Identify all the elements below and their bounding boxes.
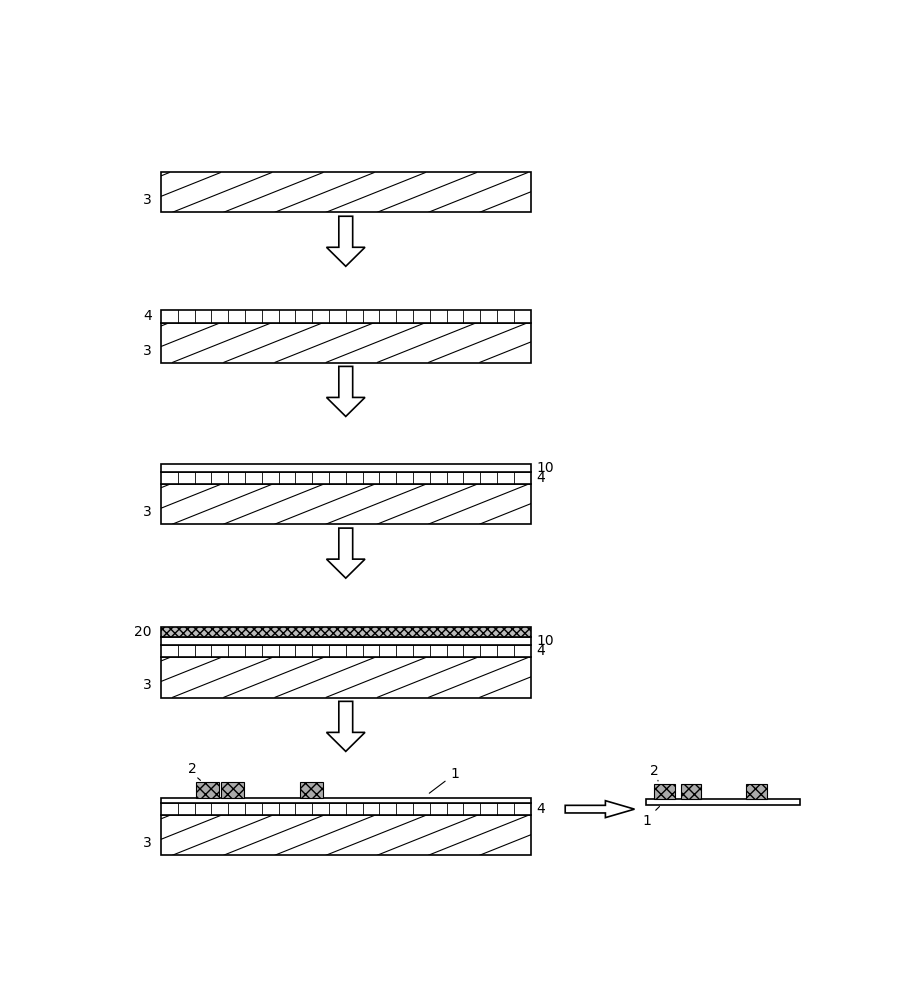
Polygon shape xyxy=(327,701,365,751)
Polygon shape xyxy=(327,528,365,578)
Bar xyxy=(161,798,530,803)
Text: 4: 4 xyxy=(143,309,152,323)
Bar xyxy=(161,803,530,815)
Text: 3: 3 xyxy=(143,505,152,519)
Bar xyxy=(195,782,219,798)
Text: 3: 3 xyxy=(143,678,152,692)
Text: 4: 4 xyxy=(536,802,544,816)
Text: 20: 20 xyxy=(134,625,152,639)
Text: 10: 10 xyxy=(536,461,554,475)
Bar xyxy=(161,815,530,855)
Bar xyxy=(221,782,244,798)
Bar xyxy=(646,799,800,805)
Bar xyxy=(653,784,674,799)
Text: 1: 1 xyxy=(429,767,459,793)
Bar xyxy=(161,627,530,637)
Text: 10: 10 xyxy=(536,634,554,648)
Bar xyxy=(161,310,530,323)
Bar xyxy=(161,172,530,212)
Text: 3: 3 xyxy=(143,836,152,850)
Bar xyxy=(300,782,322,798)
Bar xyxy=(746,784,767,799)
Text: 2: 2 xyxy=(650,764,659,778)
Bar xyxy=(680,784,701,799)
Polygon shape xyxy=(327,366,365,416)
Polygon shape xyxy=(565,801,634,818)
Text: 3: 3 xyxy=(143,193,152,207)
Bar xyxy=(161,464,530,472)
Text: 4: 4 xyxy=(536,471,544,485)
Text: 4: 4 xyxy=(536,644,544,658)
Text: 1: 1 xyxy=(643,814,651,828)
Text: 2: 2 xyxy=(188,762,196,776)
Bar xyxy=(161,323,530,363)
Text: 3: 3 xyxy=(143,344,152,358)
Bar xyxy=(161,472,530,484)
Polygon shape xyxy=(327,216,365,266)
Bar xyxy=(161,637,530,645)
Bar xyxy=(161,645,530,657)
Bar xyxy=(161,657,530,698)
Bar xyxy=(161,484,530,524)
